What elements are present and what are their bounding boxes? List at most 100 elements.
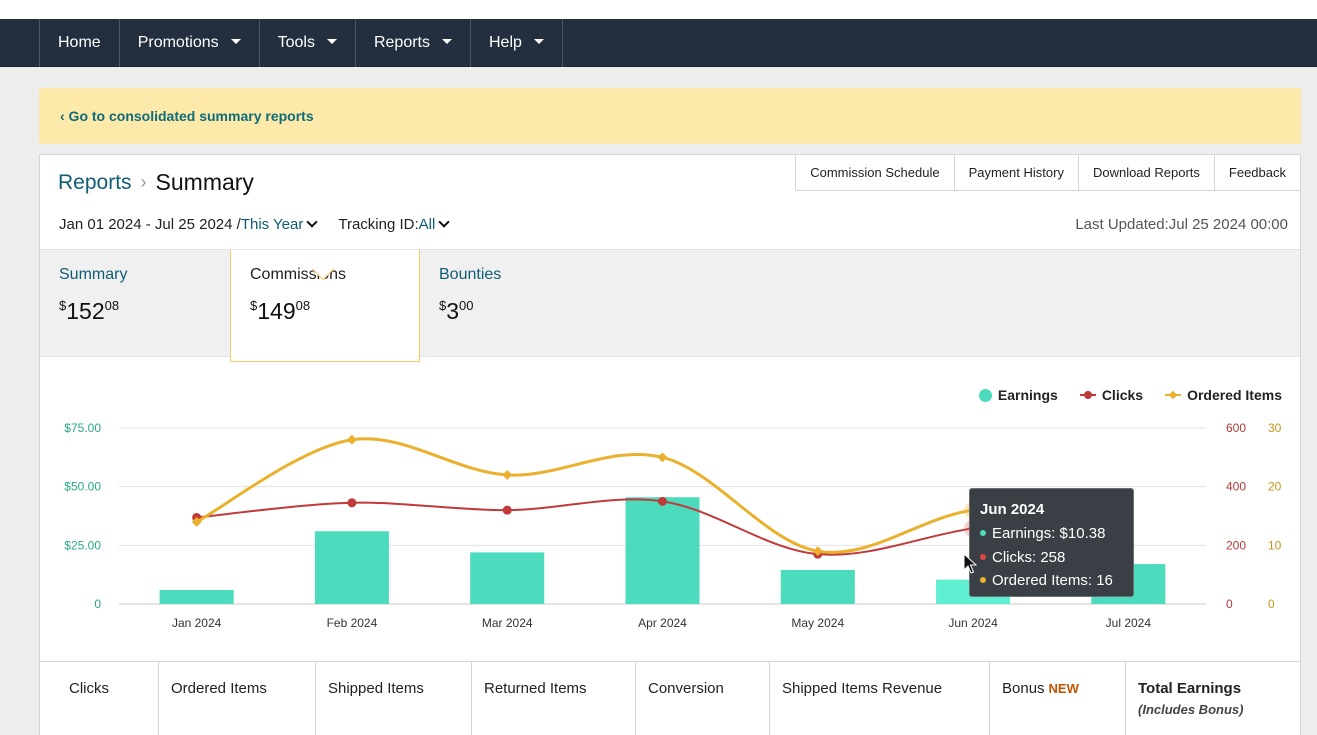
breadcrumb-reports-link[interactable]: Reports xyxy=(58,170,132,194)
caret-down-icon xyxy=(442,38,452,44)
top-nav-bar: Home Promotions Tools Reports Help xyxy=(0,19,1317,67)
legend-earnings[interactable]: Earnings xyxy=(978,387,1058,403)
earnings-chart: Earnings Clicks Ordered Items 0 0 0 $25.00 2… xyxy=(40,367,1300,661)
nav-item-tools[interactable]: Tools xyxy=(260,19,356,67)
metrics-table-header: Clicks Ordered Items Shipped Items Retur… xyxy=(39,661,1301,735)
x-tick-label: Jun 2024 xyxy=(948,616,998,630)
nav-item-promotions[interactable]: Promotions xyxy=(120,19,260,67)
y-left-tick-label: $50.00 xyxy=(64,480,101,494)
chart-legend: Earnings Clicks Ordered Items xyxy=(957,387,1282,403)
nav-home-label: Home xyxy=(58,34,101,51)
nav-reports-label: Reports xyxy=(373,34,430,51)
browser-top-strip xyxy=(0,0,1317,19)
legend-clicks[interactable]: Clicks xyxy=(1079,387,1143,403)
nav-help-label: Help xyxy=(489,34,522,51)
column-ordered-items[interactable]: Ordered Items xyxy=(159,662,316,735)
report-actions-tabs: Commission Schedule Payment History Down… xyxy=(795,154,1301,191)
y-left-tick-label: $25.00 xyxy=(64,538,101,552)
y-right-ordered-tick-label: 10 xyxy=(1268,538,1282,552)
ordered-items-point xyxy=(502,469,513,480)
download-reports-button[interactable]: Download Reports xyxy=(1077,154,1214,191)
tooltip-ordered: Ordered Items: 16 xyxy=(980,569,1123,593)
summary-card-bounties[interactable]: Bounties $300 xyxy=(420,250,610,358)
chart-tooltip: Jun 2024 Earnings: $10.38 Clicks: 258 Or… xyxy=(969,488,1134,597)
legend-earnings-swatch xyxy=(978,388,992,402)
breadcrumb: Reports › Summary xyxy=(58,169,254,196)
tracking-id-label: Tracking ID: xyxy=(338,216,419,233)
commission-schedule-button[interactable]: Commission Schedule xyxy=(795,154,954,191)
column-conversion[interactable]: Conversion xyxy=(636,662,770,735)
summary-cards-row: Summary $15208 Commissions $14908 Bounti… xyxy=(40,249,1300,362)
legend-ordered-swatch xyxy=(1165,394,1182,396)
ordered-items-point xyxy=(191,516,202,527)
tooltip-clicks: Clicks: 258 xyxy=(980,546,1123,570)
y-right-clicks-tick-label: 400 xyxy=(1226,480,1246,494)
column-returned-items[interactable]: Returned Items xyxy=(472,662,636,735)
nav-promotions-label: Promotions xyxy=(137,34,219,51)
nav-item-help[interactable]: Help xyxy=(471,19,563,67)
chevron-down-icon[interactable] xyxy=(306,216,319,228)
column-total-earnings[interactable]: Total Earnings (Includes Bonus) xyxy=(1126,662,1301,735)
breadcrumb-separator: › xyxy=(140,172,147,192)
caret-down-icon xyxy=(230,38,241,44)
clicks-point xyxy=(347,498,357,508)
total-earnings-title: Total Earnings xyxy=(1138,680,1242,697)
clicks-point xyxy=(658,496,667,506)
new-badge: NEW xyxy=(1048,681,1079,696)
page-title: Summary xyxy=(155,169,254,195)
y-right-clicks-tick-label: 0 xyxy=(1226,597,1233,611)
column-bonus[interactable]: Bonus NEW xyxy=(990,662,1126,735)
ordered-items-point xyxy=(346,434,357,445)
x-tick-label: Feb 2024 xyxy=(327,616,378,630)
ordered-items-point xyxy=(812,546,823,557)
x-tick-label: Mar 2024 xyxy=(482,616,533,630)
earnings-bar xyxy=(780,569,855,604)
reports-panel: Reports › Summary Commission Schedule Pa… xyxy=(39,154,1301,735)
tooltip-earnings: Earnings: $10.38 xyxy=(980,522,1123,546)
column-shipped-items[interactable]: Shipped Items xyxy=(316,662,472,735)
column-shipped-items-revenue[interactable]: Shipped Items Revenue xyxy=(770,662,990,735)
y-right-ordered-tick-label: 20 xyxy=(1268,480,1282,494)
caret-down-icon xyxy=(326,38,337,44)
bounties-card-label: Bounties xyxy=(439,266,502,283)
tracking-id-dropdown[interactable]: All xyxy=(418,216,436,233)
legend-ordered-items[interactable]: Ordered Items xyxy=(1165,387,1282,403)
y-right-clicks-tick-label: 200 xyxy=(1226,538,1246,552)
legend-clicks-swatch xyxy=(1079,391,1096,399)
period-dropdown[interactable]: This Year xyxy=(240,216,304,233)
y-right-ordered-tick-label: 0 xyxy=(1268,597,1275,611)
x-tick-label: Apr 2024 xyxy=(638,616,687,630)
y-right-ordered-tick-label: 30 xyxy=(1268,421,1282,435)
summary-card-label: Summary xyxy=(59,266,128,283)
consolidated-reports-banner: ‹ Go to consolidated summary reports xyxy=(39,88,1301,144)
nav-item-reports[interactable]: Reports xyxy=(356,19,471,67)
nav-item-home[interactable]: Home xyxy=(40,19,120,67)
caret-down-icon xyxy=(533,38,544,44)
consolidated-reports-link[interactable]: ‹ Go to consolidated summary reports xyxy=(60,108,314,124)
tooltip-title: Jun 2024 xyxy=(980,501,1045,518)
y-right-clicks-tick-label: 600 xyxy=(1226,421,1246,435)
x-tick-label: Jul 2024 xyxy=(1106,616,1152,630)
ordered-items-point xyxy=(657,452,668,463)
earnings-bar xyxy=(159,589,234,604)
column-clicks[interactable]: Clicks xyxy=(39,662,159,735)
earnings-bar xyxy=(314,531,389,604)
chevron-down-icon[interactable] xyxy=(438,216,450,228)
commissions-card-amount: $14908 xyxy=(250,298,311,324)
payment-history-button[interactable]: Payment History xyxy=(953,154,1078,191)
y-left-tick-label: 0 xyxy=(94,597,101,611)
earnings-bar xyxy=(625,497,700,604)
total-earnings-subtitle: (Includes Bonus) xyxy=(1138,702,1244,717)
nav-menu: Home Promotions Tools Reports Help xyxy=(39,19,563,67)
y-left-tick-label: $75.00 xyxy=(64,421,101,435)
report-filters: Jan 01 2024 - Jul 25 2024 / This Year Tr… xyxy=(59,216,450,233)
mouse-cursor-icon xyxy=(963,553,977,574)
feedback-button[interactable]: Feedback xyxy=(1213,154,1301,191)
summary-card-amount: $15208 xyxy=(59,298,120,324)
date-range-text: Jan 01 2024 - Jul 25 2024 / xyxy=(59,216,241,233)
summary-card-summary[interactable]: Summary $15208 xyxy=(40,250,230,358)
nav-tools-label: Tools xyxy=(277,34,315,51)
earnings-bar xyxy=(470,552,545,604)
clicks-point xyxy=(502,505,512,515)
x-tick-label: May 2024 xyxy=(791,616,844,630)
